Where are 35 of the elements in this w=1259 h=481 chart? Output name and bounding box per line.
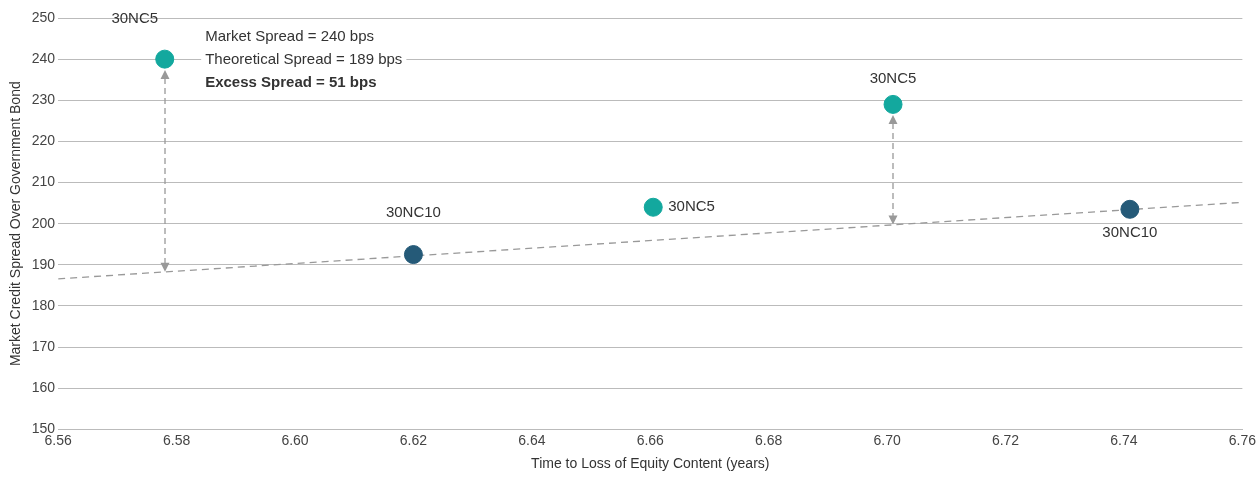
y-tick-label: 180 — [31, 296, 56, 313]
y-tick-label: 220 — [31, 132, 56, 149]
point — [403, 245, 423, 265]
annotation: 30NC10 — [385, 202, 441, 220]
x-tick-label: 6.62 — [399, 431, 428, 448]
y-tick-label: 170 — [31, 337, 56, 354]
x-tick-label: 6.60 — [281, 431, 309, 448]
y-tick-label: 190 — [31, 255, 56, 272]
point — [883, 94, 903, 114]
y-tick-label: 210 — [31, 173, 56, 190]
y-tick-label: 160 — [31, 379, 56, 396]
x-tick-label: 6.64 — [518, 431, 546, 448]
x-axis-title: Time to Loss of Equity Content (years) — [531, 455, 770, 472]
annotation: 30NC10 — [1102, 223, 1158, 241]
x-tick-label: 6.76 — [1228, 431, 1257, 448]
y-tick-label: 250 — [31, 8, 56, 25]
x-tick-label: 6.72 — [991, 431, 1020, 448]
annotation: 30NC5 — [111, 9, 159, 27]
annotation: Excess Spread = 51 bps — [205, 73, 377, 91]
x-tick-label: 6.68 — [755, 431, 783, 448]
y-axis-title: Market Credit Spread Over Government Bond — [7, 81, 24, 367]
point — [643, 197, 663, 217]
x-tick-label: 6.74 — [1110, 431, 1138, 448]
x-tick-label: 6.58 — [162, 431, 191, 448]
point — [155, 49, 175, 69]
x-tick-label: 6.66 — [636, 431, 665, 448]
point — [1120, 199, 1140, 219]
annotation: Theoretical Spread = 189 bps — [205, 50, 403, 68]
annotation: Market Spread = 240 bps — [205, 27, 375, 45]
y-tick-label: 200 — [31, 214, 56, 231]
annotation: 30NC5 — [668, 197, 715, 215]
x-tick-label: 6.70 — [873, 431, 901, 448]
y-tick-label: 240 — [31, 50, 56, 66]
y-tick-label: 230 — [31, 91, 56, 108]
annotation: 30NC5 — [869, 68, 917, 86]
